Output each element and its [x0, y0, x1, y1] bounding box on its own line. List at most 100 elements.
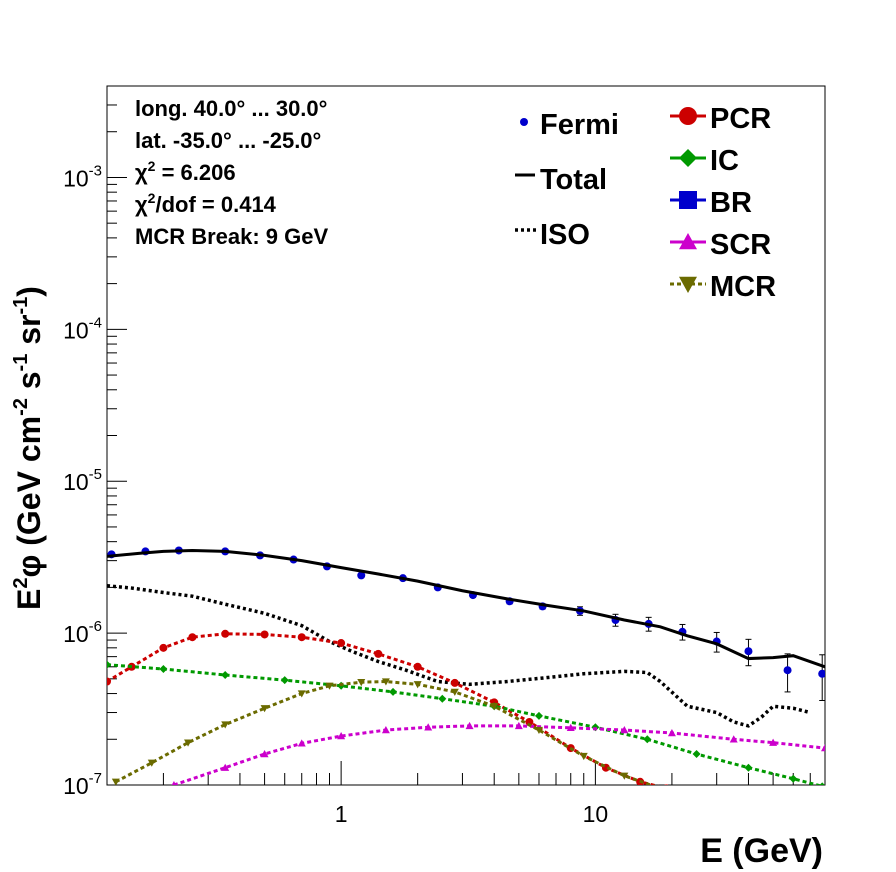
- series-point-scr: [221, 763, 230, 771]
- series-point-mcr: [534, 726, 543, 735]
- series-point-scr: [337, 732, 346, 740]
- series-layer: [107, 546, 825, 785]
- annotation-line: MCR Break: 9 GeV: [135, 224, 329, 249]
- legend-label: SCR: [710, 229, 771, 261]
- series-point-scr: [465, 721, 474, 730]
- y-tick-base: 10: [63, 165, 89, 191]
- annotation-line: χ2/dof = 0.414: [135, 190, 277, 217]
- series-point-mcr: [260, 705, 269, 713]
- annotation-line-part: χ: [135, 192, 148, 217]
- series-point-scr: [381, 726, 390, 734]
- series-total: [107, 548, 825, 669]
- series-point-mcr: [111, 778, 120, 785]
- series-point-ic: [534, 711, 543, 720]
- series-point-ic: [389, 687, 398, 696]
- y-tick-exp: -7: [89, 770, 102, 787]
- series-point-mcr: [325, 682, 334, 690]
- series-point-mcr: [357, 679, 366, 687]
- legend-label: PCR: [710, 103, 771, 135]
- series-point-pcr: [450, 678, 459, 687]
- series-point-scr: [769, 738, 778, 746]
- series-point-ic: [789, 774, 798, 783]
- legend-item-br: BR: [670, 187, 752, 219]
- y-axis-title-sup: -1: [10, 354, 32, 372]
- series-point-scr: [566, 723, 575, 732]
- x-axis-title: E (GeV): [700, 832, 823, 870]
- series-point-ic: [159, 665, 168, 674]
- legend-label: MCR: [710, 271, 776, 303]
- series-point-scr: [171, 781, 177, 785]
- annotation-line: lat. -35.0° ... -25.0°: [135, 128, 321, 153]
- series-point-pcr: [337, 639, 346, 648]
- series-scr: [171, 721, 825, 785]
- series-iso: [107, 584, 811, 728]
- annotation-line-part: MCR Break: 9 GeV: [135, 224, 329, 249]
- series-mcr: [111, 678, 656, 785]
- y-tick-exp: -3: [89, 162, 102, 179]
- series-line-mcr: [115, 680, 656, 785]
- annotation-line: long. 40.0° ... 30.0°: [135, 96, 327, 121]
- y-tick-base: 10: [63, 621, 89, 647]
- annotation-line-part: long. 40.0° ... 30.0°: [135, 96, 327, 121]
- series-point-fermi: [818, 669, 825, 678]
- series-point-mcr: [147, 759, 156, 767]
- series-line-iso: [107, 584, 811, 728]
- series-point-ic: [692, 749, 701, 758]
- legend-label: ISO: [540, 219, 590, 251]
- series-point-mcr: [221, 721, 230, 729]
- series-point-mcr: [579, 752, 588, 761]
- y-tick-exp: -5: [89, 466, 102, 483]
- legend-marker: [679, 276, 697, 293]
- series-line-total: [107, 548, 825, 669]
- series-point-mcr: [490, 703, 499, 711]
- series-point-scr: [514, 721, 523, 730]
- series-point-pcr: [260, 630, 269, 639]
- annotation-line-sup: 2: [148, 190, 156, 206]
- series-point-mcr: [297, 690, 306, 698]
- y-axis-title-part: φ (GeV cm: [11, 416, 47, 578]
- y-axis-title-part: s: [11, 371, 47, 398]
- legend-label: IC: [710, 145, 739, 177]
- series-point-mcr: [381, 678, 390, 686]
- x-tick-label: 10: [583, 801, 609, 827]
- y-tick-base: 10: [63, 773, 89, 799]
- series-point-ic: [438, 694, 447, 703]
- plot-frame: [106, 85, 826, 786]
- y-tick-label: 10-5: [63, 466, 102, 495]
- y-tick-label: 10-4: [63, 314, 102, 343]
- series-point-pcr: [297, 633, 306, 642]
- annotation-line: χ2 = 6.206: [135, 158, 236, 185]
- axis-ticks: [107, 85, 826, 786]
- legend-label: Fermi: [540, 109, 619, 141]
- y-tick-base: 10: [63, 317, 89, 343]
- y-axis-title-part: ): [11, 286, 47, 297]
- annotation-line-sup: 2: [148, 158, 156, 174]
- series-point-scr: [620, 726, 629, 734]
- legend-item-mcr: MCR: [670, 271, 776, 303]
- legend-item-scr: SCR: [670, 229, 771, 261]
- series-point-pcr: [664, 784, 669, 785]
- y-axis-title-part: sr: [11, 315, 47, 354]
- legend-marker: [679, 233, 697, 250]
- legend-item-total: Total: [515, 164, 607, 196]
- y-axis-title-sup: 2: [10, 578, 32, 589]
- annotation-line-part: = 6.206: [155, 160, 235, 185]
- legend-marker: [679, 149, 697, 167]
- x-tick-label: 1: [335, 801, 348, 827]
- series-point-fermi: [357, 571, 366, 580]
- series-point-pcr: [107, 677, 111, 686]
- legend-label: Total: [540, 164, 607, 196]
- series-point-fermi: [744, 647, 753, 656]
- legend-marker: [679, 191, 697, 209]
- series-point-ic: [107, 660, 111, 669]
- y-tick-label: 10-6: [63, 618, 102, 647]
- y-axis-title-part: E: [11, 589, 47, 610]
- series-point-mcr: [413, 681, 422, 689]
- series-line-ic: [107, 663, 823, 785]
- legend-marker: [520, 118, 528, 126]
- annotation-line-part: lat. -35.0° ... -25.0°: [135, 128, 321, 153]
- y-tick-base: 10: [63, 469, 89, 495]
- series-point-ic: [819, 782, 825, 785]
- y-axis-title-sup: -2: [10, 398, 32, 416]
- series-point-pcr: [159, 643, 168, 652]
